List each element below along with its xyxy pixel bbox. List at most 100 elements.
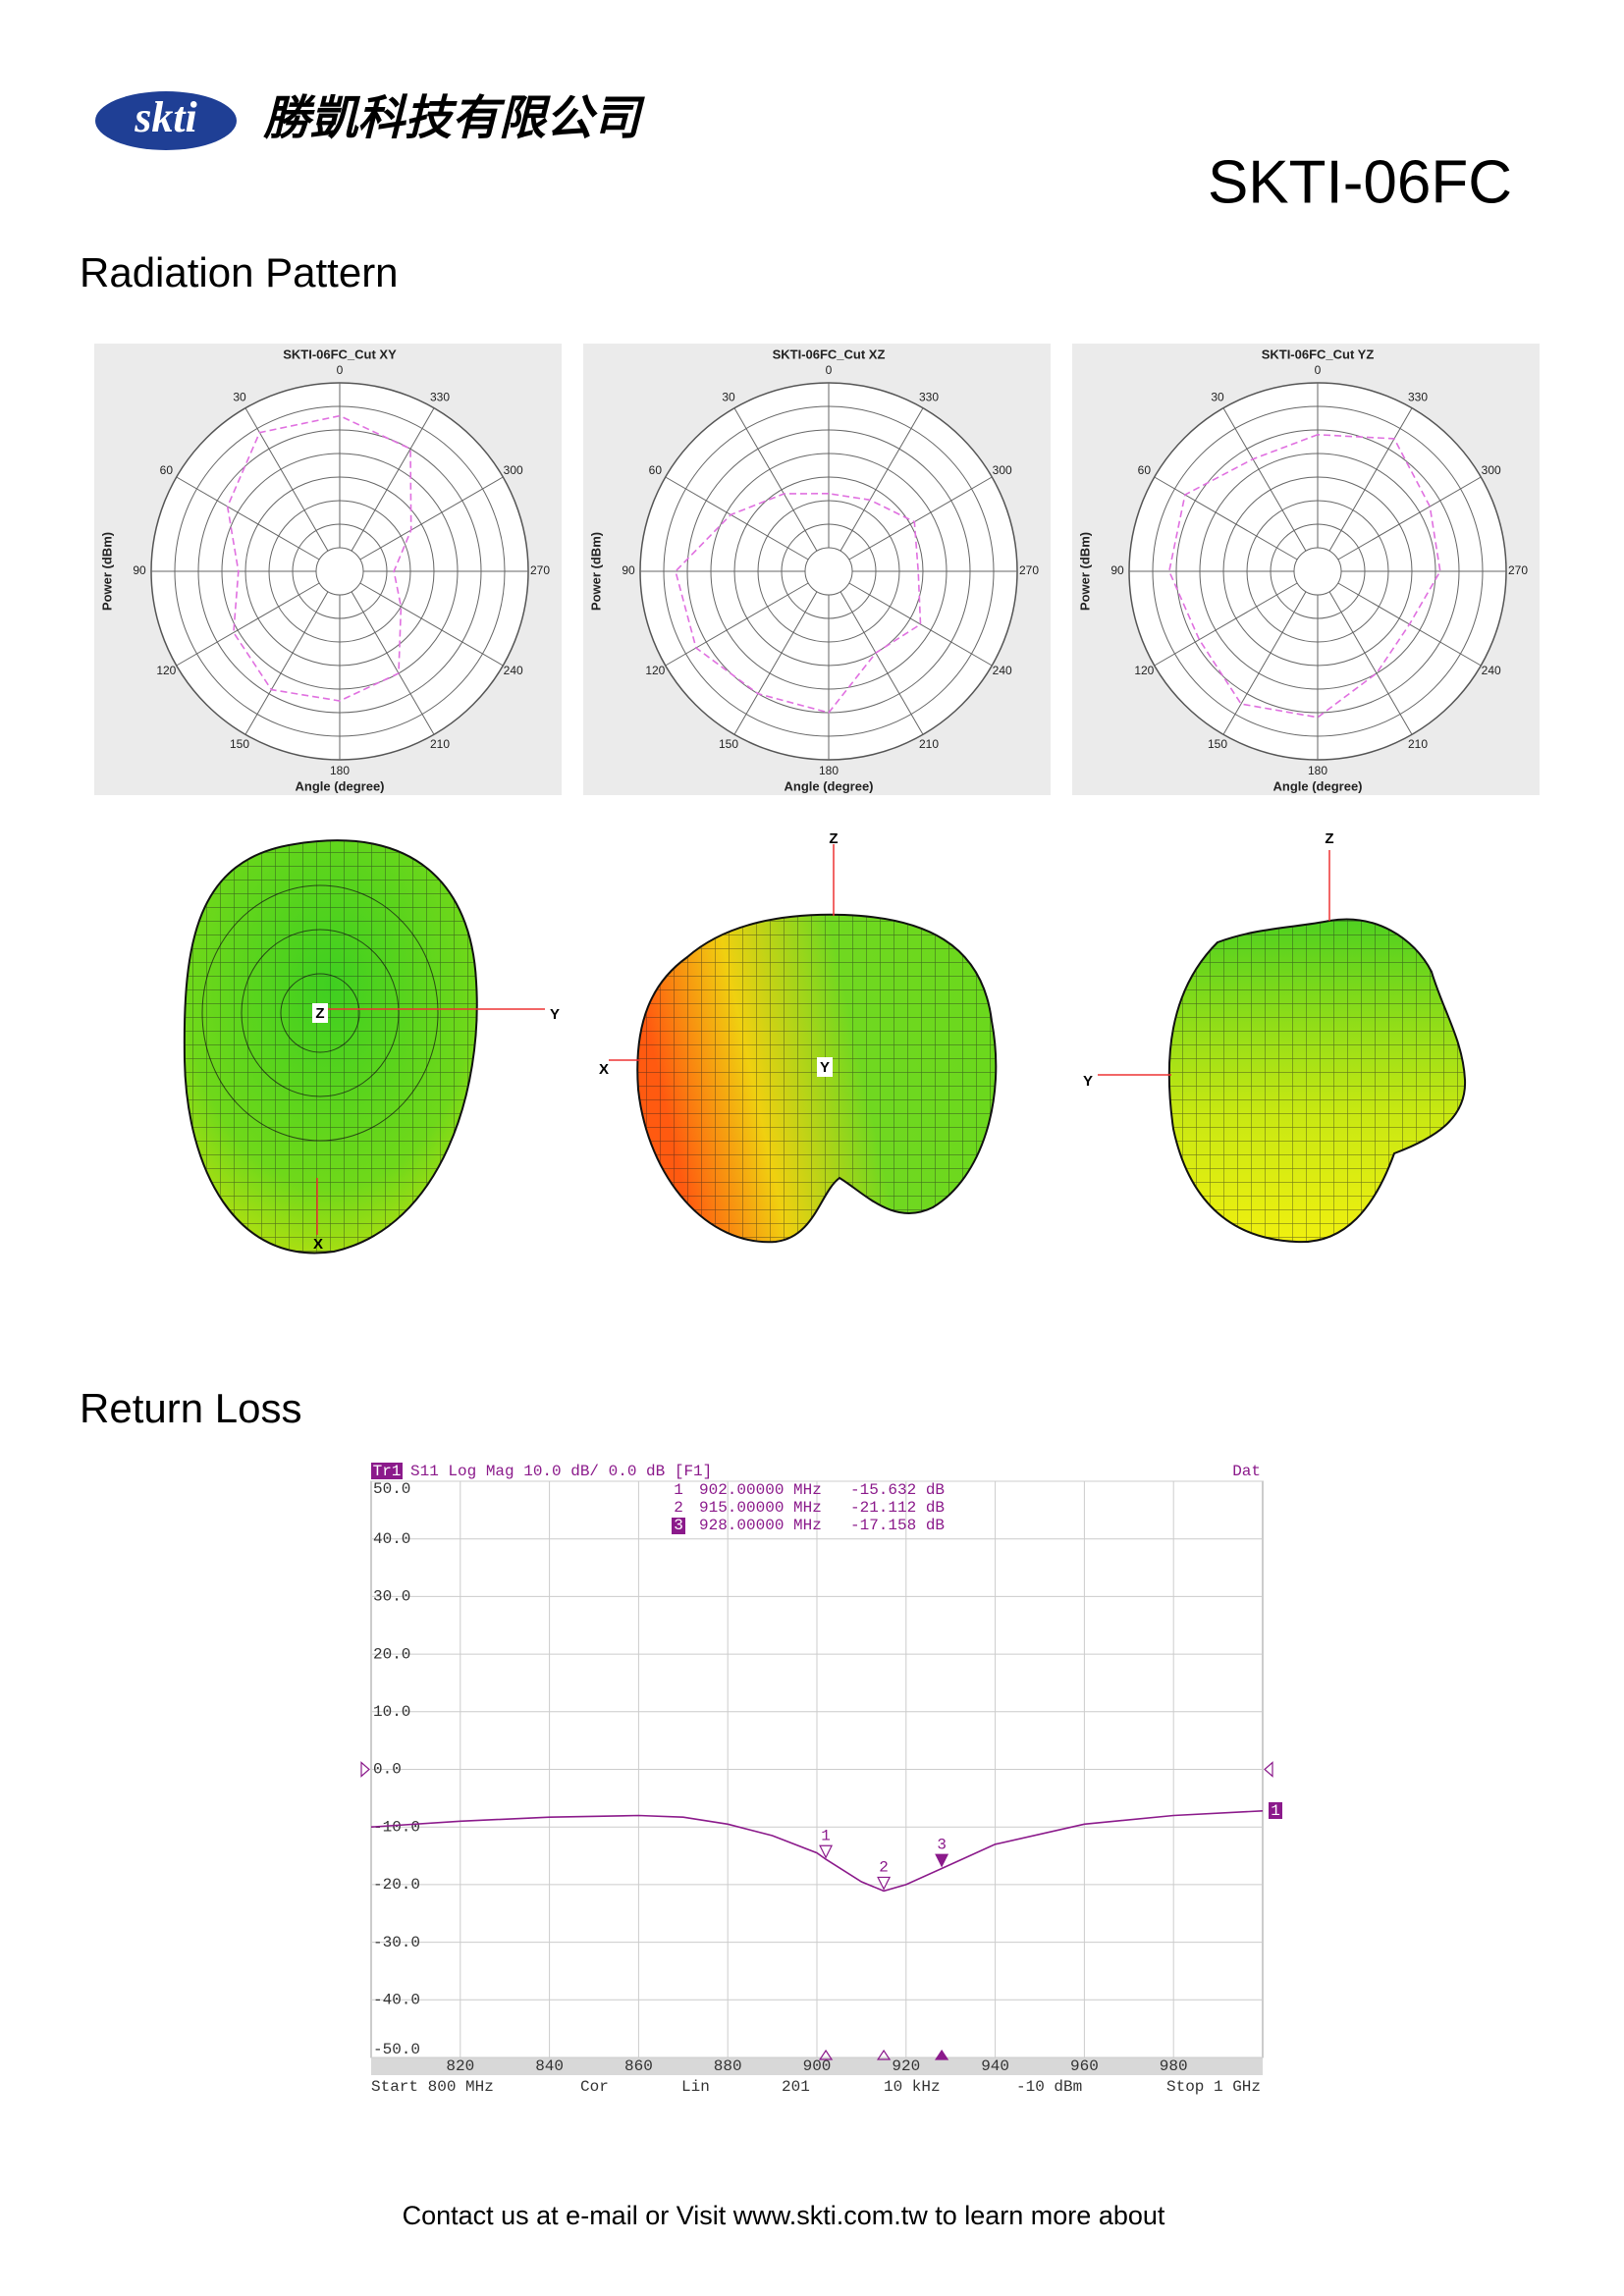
pattern-3d: Z Y bbox=[1083, 830, 1467, 1244]
angle-tick-label: 0 bbox=[1315, 363, 1322, 377]
axis-label: X bbox=[599, 1061, 609, 1078]
marker-axis-flag bbox=[818, 2049, 834, 2060]
y-tick-label: 40.0 bbox=[373, 1530, 410, 1548]
logo: skti bbox=[95, 91, 237, 150]
model-name: SKTI-06FC bbox=[1208, 148, 1512, 216]
spoke bbox=[359, 582, 504, 667]
y-tick-label: 50.0 bbox=[373, 1480, 410, 1498]
spoke bbox=[176, 582, 320, 667]
pattern-curve bbox=[226, 414, 412, 702]
marker bbox=[819, 1844, 834, 1859]
marker bbox=[877, 1876, 892, 1891]
sweep-info: Lin bbox=[681, 2078, 710, 2096]
x-tick-label: 900 bbox=[803, 2057, 832, 2075]
logo-text: skti bbox=[134, 93, 197, 141]
angle-tick-label: 120 bbox=[645, 664, 665, 677]
axis-label: Z bbox=[1325, 830, 1333, 847]
marker-value: -21.112 dB bbox=[850, 1499, 945, 1517]
angle-tick-label: 330 bbox=[1408, 391, 1428, 404]
reference-marker bbox=[1264, 1761, 1273, 1778]
sweep-info: 201 bbox=[782, 2078, 810, 2096]
spoke bbox=[1222, 407, 1307, 552]
angle-tick-label: 30 bbox=[233, 391, 246, 404]
sweep-info: Start 800 MHz bbox=[371, 2078, 494, 2096]
angle-tick-label: 90 bbox=[133, 563, 146, 577]
polar-chart: 0 30 60 90 120 150 180 210 240 270 300 330 SKTI-06FC… bbox=[1072, 344, 1540, 795]
section-title: Return Loss bbox=[80, 1385, 301, 1431]
pattern-3d: Z Y X bbox=[183, 839, 560, 1255]
spoke bbox=[733, 407, 818, 552]
angle-tick-label: 270 bbox=[530, 563, 550, 577]
x-tick-label: 920 bbox=[892, 2057, 920, 2075]
marker-name: 3 bbox=[937, 1836, 947, 1853]
mesh bbox=[1168, 919, 1466, 1243]
chart-title: SKTI-06FC_Cut YZ bbox=[1262, 347, 1375, 361]
marker-list-name: 2 bbox=[674, 1499, 683, 1517]
angle-tick-label: 180 bbox=[1308, 764, 1327, 777]
angle-tick-label: 240 bbox=[504, 664, 523, 677]
axis-label: X bbox=[313, 1236, 323, 1253]
chart-title: SKTI-06FC_Cut XY bbox=[283, 347, 397, 361]
x-axis-label: Angle (degree) bbox=[295, 778, 384, 793]
marker-axis-flag bbox=[934, 2049, 949, 2060]
angle-tick-label: 30 bbox=[1211, 391, 1224, 404]
angle-tick-label: 210 bbox=[430, 737, 450, 751]
pattern-curve bbox=[675, 492, 922, 714]
axis-label-box bbox=[817, 1057, 833, 1077]
sweep-info: Cor bbox=[580, 2078, 609, 2096]
angle-tick-label: 330 bbox=[919, 391, 939, 404]
y-tick-label: 10.0 bbox=[373, 1703, 410, 1721]
marker-list-name: 1 bbox=[674, 1481, 683, 1499]
x-axis-label: Angle (degree) bbox=[784, 778, 873, 793]
angle-tick-label: 300 bbox=[993, 463, 1012, 477]
spoke bbox=[359, 476, 504, 561]
y-tick-label: 20.0 bbox=[373, 1645, 410, 1663]
y-tick-label: 0.0 bbox=[373, 1761, 402, 1779]
x-tick-label: 960 bbox=[1070, 2057, 1099, 2075]
angle-tick-label: 180 bbox=[330, 764, 350, 777]
spoke bbox=[351, 407, 435, 552]
x-tick-label: 940 bbox=[981, 2057, 1009, 2075]
trace-end-label: 1 bbox=[1271, 1802, 1280, 1820]
logo-shape bbox=[95, 91, 237, 150]
spoke bbox=[665, 582, 809, 667]
spoke bbox=[1337, 476, 1482, 561]
marker-tag bbox=[672, 1518, 685, 1534]
marker bbox=[935, 1853, 949, 1868]
x-tick-label: 880 bbox=[714, 2057, 742, 2075]
y-tick-label: -40.0 bbox=[373, 1992, 420, 2009]
axis-label: Z bbox=[315, 1005, 324, 1022]
angle-tick-label: 90 bbox=[1110, 563, 1124, 577]
pattern-3d: Z Y X bbox=[599, 830, 998, 1244]
company-name: 勝凱科技有限公司 bbox=[263, 91, 645, 146]
angle-tick-label: 210 bbox=[919, 737, 939, 751]
marker-frequency: 928.00000 MHz bbox=[699, 1517, 822, 1534]
marker-value: -15.632 dB bbox=[850, 1481, 945, 1499]
marker-frequency: 915.00000 MHz bbox=[699, 1499, 822, 1517]
axis-label: Z bbox=[829, 830, 838, 847]
trace-line bbox=[370, 1810, 1264, 1893]
marker-value: -17.158 dB bbox=[850, 1517, 945, 1534]
polar-chart: 0 30 60 90 120 150 180 210 240 270 300 330 SKTI-06FC… bbox=[94, 344, 562, 795]
angle-tick-label: 0 bbox=[826, 363, 833, 377]
angle-tick-label: 150 bbox=[1208, 737, 1227, 751]
reference-marker bbox=[360, 1761, 370, 1778]
pattern-curve bbox=[1167, 433, 1441, 719]
mesh bbox=[184, 840, 477, 1254]
angle-tick-label: 60 bbox=[160, 463, 174, 477]
spoke bbox=[1154, 582, 1298, 667]
y-axis-label: Power (dBm) bbox=[1077, 532, 1092, 611]
x-axis-label: Angle (degree) bbox=[1272, 778, 1362, 793]
angle-tick-label: 30 bbox=[722, 391, 735, 404]
mesh bbox=[637, 914, 997, 1243]
y-tick-label: -30.0 bbox=[373, 1934, 420, 1951]
angle-tick-label: 330 bbox=[430, 391, 450, 404]
spoke bbox=[244, 591, 329, 735]
y-axis-label: Power (dBm) bbox=[588, 532, 603, 611]
angle-tick-label: 300 bbox=[504, 463, 523, 477]
angle-tick-label: 180 bbox=[819, 764, 839, 777]
axis-label-box bbox=[312, 1003, 328, 1023]
y-tick-label: -10.0 bbox=[373, 1818, 420, 1836]
spoke bbox=[176, 476, 320, 561]
